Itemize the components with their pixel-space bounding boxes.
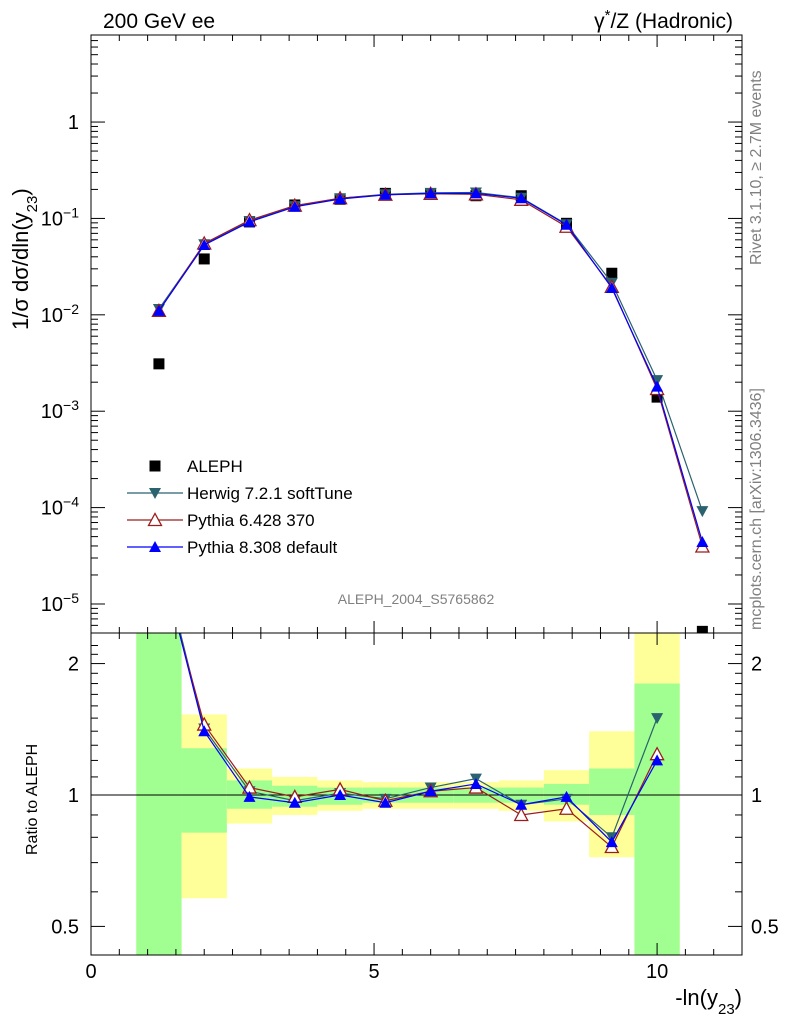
main-point-pythia-8-308-default xyxy=(605,281,618,293)
ratio-line-pythia-8-308-default xyxy=(178,633,658,844)
ratio-point-pythia-8-308-default xyxy=(515,798,528,810)
ratio-y-tick-label: 0.5 xyxy=(751,916,779,938)
ratio-point-pythia-8-308-default xyxy=(334,788,347,800)
main-point-aleph xyxy=(153,358,165,370)
ratio-panel-frame xyxy=(90,632,743,956)
ratio-point-pythia-8-308-default xyxy=(198,725,211,737)
legend-marker-pythia-6-428-370 xyxy=(147,512,163,527)
ratio-y-tick-label: 1 xyxy=(68,785,79,807)
main-point-pythia-8-308-default xyxy=(560,218,573,230)
legend-marker-aleph xyxy=(149,460,161,472)
main-point-aleph xyxy=(696,625,708,633)
main-point-aleph xyxy=(606,267,618,279)
ratio-y-tick-label: 2 xyxy=(751,654,762,676)
legend-label-aleph: ALEPH xyxy=(187,457,243,476)
main-point-pythia-8-308-default xyxy=(334,193,347,205)
main-point-aleph xyxy=(198,253,210,265)
ratio-point-pythia-8-308-default xyxy=(288,796,301,808)
ratio-point-pythia-8-308-default xyxy=(243,790,256,802)
main-point-pythia-8-308-default xyxy=(198,239,211,251)
ratio-y-tick-label: 2 xyxy=(68,654,79,676)
main-y-tick-label: 10−4 xyxy=(41,494,79,520)
main-point-pythia-8-308-default xyxy=(288,200,301,212)
main-y-tick-label: 10−3 xyxy=(41,397,79,423)
main-y-axis-label: 1/σ dσ/dln(y23) xyxy=(8,188,41,330)
main-point-pythia-8-308-default xyxy=(651,380,664,392)
legend-label-pythia-6-428-370: Pythia 6.428 370 xyxy=(187,511,315,530)
ratio-point-pythia-8-308-default xyxy=(379,796,392,808)
title-left: 200 GeV ee xyxy=(103,10,215,33)
ratio-point-herwig-7-2-1-softtune xyxy=(651,713,664,725)
band-inner-0 xyxy=(136,633,182,955)
band-inner-10 xyxy=(589,768,635,815)
mcplots-label: mcplots.cern.ch [arXiv:1306.3436] xyxy=(748,388,765,630)
x-tick-label: 0 xyxy=(85,961,96,983)
main-y-tick-label: 1 xyxy=(68,112,79,134)
legend: ALEPH Herwig 7.2.1 softTune Pythia 6.428 3… xyxy=(127,457,353,557)
ratio-point-pythia-6-428-370 xyxy=(513,807,529,822)
ratio-point-pythia-8-308-default xyxy=(424,785,437,797)
rivet-label: Rivet 3.1.10, ≥ 2.7M events xyxy=(748,70,765,265)
band-inner-1 xyxy=(181,748,227,833)
ratio-y-tick-label: 1 xyxy=(751,785,762,807)
title-right: γ*/Z (Hadronic) xyxy=(594,7,733,34)
x-tick-label: 5 xyxy=(368,961,379,983)
ratio-point-pythia-8-308-default xyxy=(605,836,618,848)
ratio-point-pythia-6-428-370 xyxy=(152,551,165,563)
axis-tick-labels: 10−5 10−4 10−3 10−2 10−1 1 0.5 0.5 1 1 2 2 0 5 10 xyxy=(41,112,779,983)
band-inner-11 xyxy=(634,683,680,955)
ratio-point-pythia-6-428-370 xyxy=(558,800,575,815)
legend-label-herwig-7-2-1-softtune: Herwig 7.2.1 softTune xyxy=(187,484,353,503)
main-y-tick-label: 10−5 xyxy=(41,590,79,616)
ratio-y-axis-label: Ratio to ALEPH xyxy=(24,744,41,855)
ratio-series-group xyxy=(152,551,665,854)
main-point-pythia-8-308-default xyxy=(696,535,709,547)
ratio-uncertainty-bands xyxy=(136,633,680,955)
axis-ticks xyxy=(90,34,743,955)
main-point-pythia-8-308-default xyxy=(379,188,392,200)
analysis-label: ALEPH_2004_S5765862 xyxy=(338,591,495,607)
legend-marker-herwig-7-2-1-softtune xyxy=(149,488,161,499)
main-series-group xyxy=(151,185,710,633)
ratio-point-pythia-8-308-default xyxy=(651,754,664,766)
ratio-point-pythia-8-308-default xyxy=(469,777,482,789)
ratio-line-pythia-6-428-370 xyxy=(178,633,658,848)
x-tick-label: 10 xyxy=(646,961,668,983)
ratio-y-tick-label: 0.5 xyxy=(51,916,79,938)
main-y-tick-label: 10−1 xyxy=(41,204,79,230)
main-y-tick-label: 10−2 xyxy=(41,301,79,327)
legend-marker-pythia-8-308-default xyxy=(149,541,161,552)
main-point-herwig-7-2-1-softtune xyxy=(696,506,709,518)
legend-label-pythia-8-308-default: Pythia 8.308 default xyxy=(187,538,338,557)
ratio-point-pythia-8-308-default xyxy=(560,790,573,802)
x-axis-label: -ln(y23) xyxy=(675,985,742,1018)
main-point-pythia-8-308-default xyxy=(152,304,165,316)
main-point-pythia-8-308-default xyxy=(469,187,482,199)
main-point-pythia-8-308-default xyxy=(243,215,256,227)
main-point-pythia-8-308-default xyxy=(515,192,528,204)
main-point-aleph xyxy=(651,391,663,403)
main-point-pythia-8-308-default xyxy=(424,187,437,199)
